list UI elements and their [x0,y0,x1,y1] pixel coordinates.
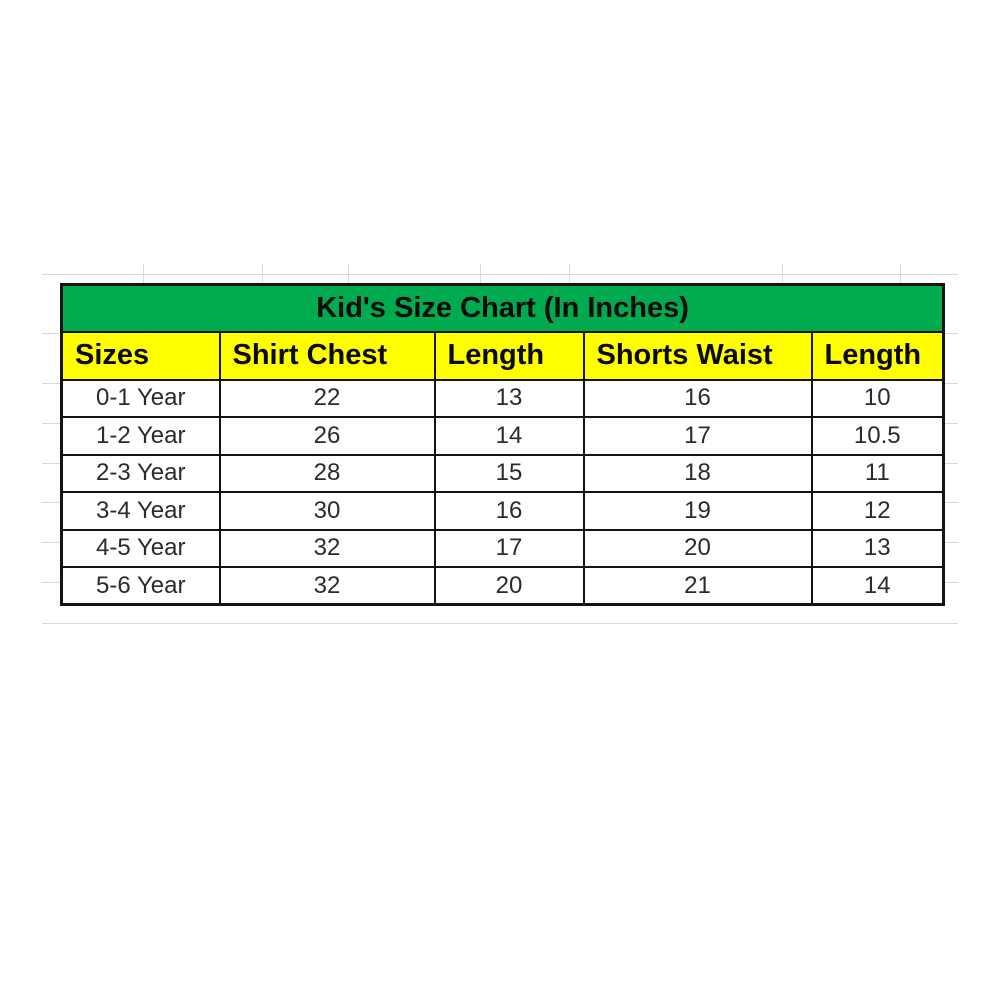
sheet-gridline-tick [42,542,60,543]
value-cell: 14 [433,416,585,456]
sheet-gridline-tick [480,264,481,283]
sheet-gridline-tick [943,463,958,464]
table-row: 5-6 Year 32 20 21 14 [60,566,945,606]
value-cell: 32 [218,528,436,568]
column-header-shorts-length: Length [810,330,945,381]
size-chart-table: Kid's Size Chart (In Inches) Sizes Shirt… [60,283,946,606]
value-cell: 12 [810,491,945,531]
size-cell: 0-1 Year [60,378,221,418]
chart-title: Kid's Size Chart (In Inches) [60,283,945,333]
sheet-gridline-tick [943,383,958,384]
value-cell: 22 [218,378,436,418]
value-cell: 13 [433,378,585,418]
table-header-row: Sizes Shirt Chest Length Shorts Waist Le… [60,330,945,381]
value-cell: 18 [582,453,813,493]
column-header-shirt-length: Length [433,330,585,381]
value-cell: 20 [433,566,585,606]
value-cell: 21 [582,566,813,606]
value-cell: 26 [218,416,436,456]
value-cell: 20 [582,528,813,568]
column-header-shirt-chest: Shirt Chest [218,330,436,381]
sheet-gridline-tick [943,502,958,503]
sheet-gridline-tick [943,333,958,334]
value-cell: 17 [433,528,585,568]
sheet-gridline-bottom [42,623,958,624]
value-cell: 10.5 [810,416,945,456]
table-row: 2-3 Year 28 15 18 11 [60,453,945,493]
column-header-shorts-waist: Shorts Waist [582,330,813,381]
table-row: 4-5 Year 32 17 20 13 [60,528,945,568]
value-cell: 16 [433,491,585,531]
value-cell: 17 [582,416,813,456]
sheet-gridline-tick [782,264,783,283]
value-cell: 10 [810,378,945,418]
sheet-gridline-tick [348,264,349,283]
sheet-gridline-tick [42,463,60,464]
sheet-gridline-tick [943,423,958,424]
value-cell: 15 [433,453,585,493]
sheet-gridline-tick [42,582,60,583]
table-title-row: Kid's Size Chart (In Inches) [60,283,945,333]
column-header-sizes: Sizes [60,330,221,381]
size-cell: 5-6 Year [60,566,221,606]
value-cell: 28 [218,453,436,493]
size-cell: 4-5 Year [60,528,221,568]
value-cell: 30 [218,491,436,531]
value-cell: 16 [582,378,813,418]
value-cell: 11 [810,453,945,493]
sheet-gridline-tick [42,383,60,384]
size-cell: 3-4 Year [60,491,221,531]
value-cell: 14 [810,566,945,606]
sheet-gridline-tick [262,264,263,283]
sheet-gridline-tick [569,264,570,283]
sheet-gridline-tick [143,264,144,283]
value-cell: 19 [582,491,813,531]
sheet-gridline-tick [42,333,60,334]
table-row: 1-2 Year 26 14 17 10.5 [60,416,945,456]
sheet-gridline-tick [42,502,60,503]
size-cell: 2-3 Year [60,453,221,493]
value-cell: 13 [810,528,945,568]
sheet-gridline-tick [900,264,901,283]
sheet-gridline-top [42,274,958,275]
table-row: 0-1 Year 22 13 16 10 [60,378,945,418]
table-row: 3-4 Year 30 16 19 12 [60,491,945,531]
sheet-gridline-tick [42,423,60,424]
value-cell: 32 [218,566,436,606]
sheet-gridline-tick [943,542,958,543]
sheet-gridline-tick [943,582,958,583]
size-cell: 1-2 Year [60,416,221,456]
